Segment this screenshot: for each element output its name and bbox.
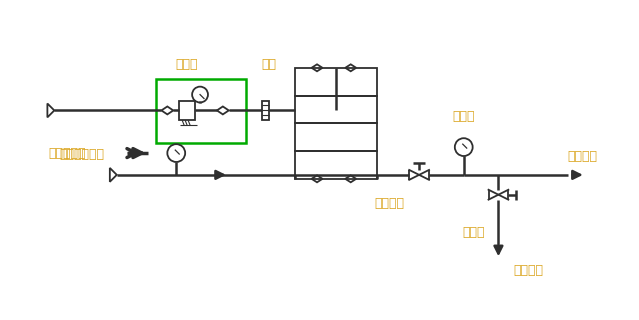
- Text: 高压针阀: 高压针阀: [374, 197, 404, 210]
- Text: 高压表: 高压表: [452, 110, 475, 123]
- Bar: [295, 123, 376, 151]
- Text: 高压出口: 高压出口: [568, 150, 598, 163]
- Bar: [295, 96, 376, 123]
- Text: 二联体: 二联体: [175, 58, 197, 71]
- Text: 入口压力表: 入口压力表: [49, 147, 86, 160]
- Bar: [157, 79, 245, 143]
- Bar: [261, 100, 270, 120]
- Text: 球阀: 球阀: [261, 58, 276, 71]
- Bar: [179, 100, 195, 120]
- Bar: [295, 68, 376, 96]
- Text: 压缩空气入口: 压缩空气入口: [59, 148, 105, 161]
- Bar: [295, 151, 376, 179]
- Text: 卸荷出口: 卸荷出口: [513, 264, 543, 277]
- Text: 卸荷阀: 卸荷阀: [463, 227, 485, 239]
